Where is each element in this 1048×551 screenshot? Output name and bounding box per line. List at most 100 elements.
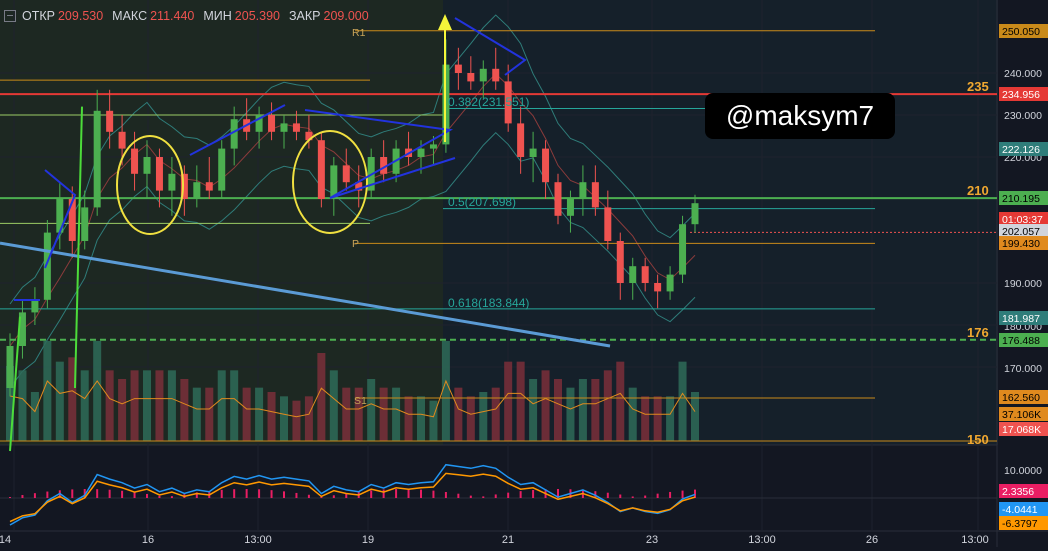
volume-bar (342, 387, 351, 441)
volume-bar (317, 353, 326, 441)
price-tag-label: 162.560 (1002, 392, 1040, 404)
volume-bar (130, 370, 139, 441)
price-tag-bg (999, 390, 1048, 404)
green-up-line (74, 106, 83, 389)
candle-body (230, 119, 238, 149)
price-axis: 240.000230.000220.000190.000180.000170.0… (999, 24, 1048, 530)
candle-body (641, 266, 649, 283)
candle-body (168, 173, 176, 191)
volume-bar (118, 379, 127, 441)
volume-bar (616, 361, 625, 441)
candle-body (629, 266, 637, 283)
close-value: 209.000 (323, 9, 369, 23)
candle-body (517, 123, 525, 157)
candle-body (31, 299, 39, 313)
candle-body (666, 274, 674, 292)
high-value: 211.440 (150, 9, 195, 23)
time-tick-label: 13:00 (961, 534, 989, 546)
volume-bar (167, 370, 176, 441)
volume-bar (105, 370, 114, 441)
volume-bar (242, 387, 251, 441)
macd-line (9, 463, 696, 526)
level-label-210: 210 (967, 183, 989, 198)
price-tag-bg (999, 212, 1048, 226)
volume-bar (678, 361, 687, 441)
candle-body (317, 140, 325, 199)
pennant-1 (44, 169, 77, 269)
price-tag-label: 250.050 (1002, 26, 1040, 38)
price-tag-label: -4.0441 (1002, 504, 1038, 516)
candle-body (81, 207, 89, 241)
candle-body (193, 182, 201, 199)
price-tag-bg (999, 224, 1048, 238)
volume-bar (30, 392, 39, 441)
price-tag-bg (999, 236, 1048, 250)
level-label-176: 176 (967, 325, 989, 340)
volume-bar (554, 379, 562, 441)
fib-0618-label: 0.618(183.844) (448, 296, 530, 310)
level-label-235: 235 (967, 79, 989, 94)
drawings (0, 14, 611, 452)
volume-bars (6, 341, 699, 441)
fib-05-label: 0.5(207.698) (448, 195, 517, 209)
price-tick-label: 190.000 (1004, 278, 1042, 290)
volume-bar (603, 370, 612, 441)
price-tag-label: 199.430 (1002, 238, 1040, 250)
candle-body (616, 241, 624, 283)
arrow-head-icon (438, 14, 452, 30)
volume-bar (429, 400, 438, 441)
open-label: ОТКР (22, 9, 55, 23)
volume-bar (441, 341, 450, 441)
volume-bar (217, 370, 226, 441)
volume-bar (628, 387, 637, 441)
price-tag-label: 17.068K (1002, 424, 1041, 436)
volume-bar (267, 392, 276, 441)
collapse-icon[interactable] (4, 10, 16, 22)
candle-body (579, 182, 587, 199)
price-tag-label: 01:03:37 (1002, 214, 1043, 226)
triangle-lines (304, 109, 456, 199)
price-tag-label: 37.106K (1002, 409, 1041, 421)
candle-body (542, 148, 550, 183)
candle-body (380, 157, 388, 174)
signal-line (9, 472, 696, 523)
candle-body (93, 110, 101, 208)
candle-body (566, 199, 574, 216)
candle-body (654, 283, 662, 292)
candle-body (143, 157, 151, 174)
candle-body (591, 182, 599, 208)
volume-bar (504, 361, 513, 441)
price-tag-bg (999, 516, 1048, 530)
volume-bar (292, 400, 301, 441)
price-tag-bg (999, 502, 1048, 516)
time-tick-label: 13:00 (244, 534, 272, 546)
volume-bar (529, 379, 538, 441)
volume-bar (691, 392, 699, 441)
candle-body (305, 131, 313, 141)
time-tick-label: 13:00 (748, 534, 776, 546)
volume-bar (367, 379, 376, 441)
volume-bar (192, 387, 201, 441)
price-tag-bg (999, 407, 1048, 421)
fib-0382-label: 0.382(231.551) (448, 95, 530, 109)
volume-bar (404, 396, 413, 441)
price-tag-bg (999, 422, 1048, 436)
candle-body (155, 157, 163, 191)
price-tick-label: 230.000 (1004, 110, 1042, 122)
candle-body (429, 144, 437, 149)
price-tag-label: 210.195 (1002, 193, 1040, 205)
highlight-region-right (443, 0, 998, 445)
volume-bar (55, 361, 64, 441)
green-up-line-2 (9, 316, 21, 452)
candle-body (479, 68, 487, 82)
low-label: МИН (203, 9, 232, 23)
price-tag-bg (999, 484, 1048, 498)
candle-body (255, 115, 263, 132)
candle-body (106, 110, 114, 132)
candle-body (330, 165, 338, 199)
volume-bar (392, 387, 401, 441)
wedge-line-1 (189, 104, 286, 156)
volume-bar (155, 370, 164, 441)
